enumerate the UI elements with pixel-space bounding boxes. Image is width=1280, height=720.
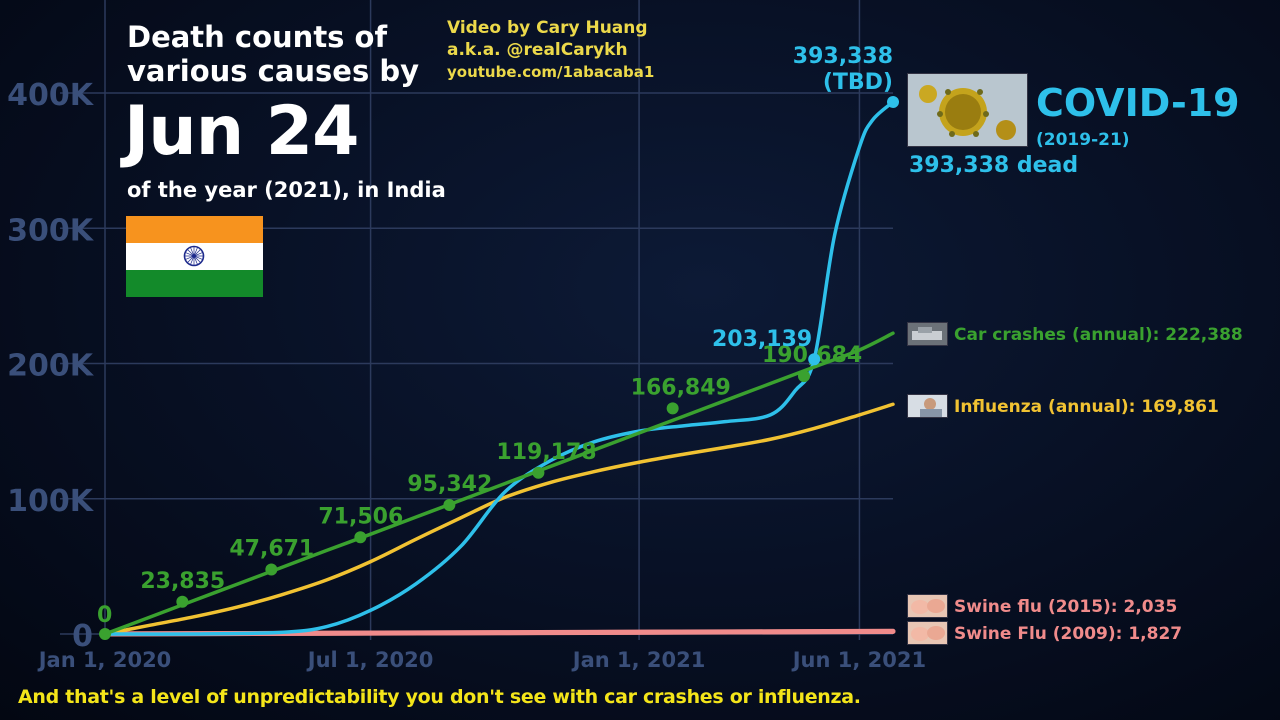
title-line-1: Death counts of: [127, 20, 388, 54]
india-flag: [126, 216, 263, 297]
x-tick-label: Jun 1, 2021: [791, 648, 926, 672]
car-crash-marker: [443, 499, 456, 512]
legend-label-swine-flu-2015-: Swine flu (2015): 2,035: [954, 597, 1177, 617]
car-crash-value-label: 0: [97, 603, 112, 628]
car-crash-image: [907, 322, 948, 346]
covid-end-note: (TBD): [823, 70, 893, 95]
x-tick-label: Jan 1, 2020: [37, 648, 172, 672]
video-credit: Video by Cary Huang a.k.a. @realCarykh y…: [447, 17, 654, 83]
car-crash-marker: [797, 370, 810, 383]
pigs-image: [907, 594, 948, 618]
credit-line-2: a.k.a. @realCarykh: [447, 40, 628, 60]
y-tick-label: 200K: [7, 349, 95, 384]
y-tick-label: 0: [72, 619, 93, 654]
influenza-patient-image: [907, 394, 948, 418]
legend-label-influenza-annual-: Influenza (annual): 169,861: [954, 397, 1219, 417]
flag-green-band: [126, 270, 263, 297]
series-line-influenza-annual-: [103, 402, 895, 636]
car-crash-marker: [532, 466, 545, 479]
y-tick-label: 100K: [7, 484, 95, 519]
covid-value-label: 203,139: [712, 327, 812, 352]
y-tick-label: 400K: [7, 78, 95, 113]
coronavirus-image: [907, 73, 1028, 147]
car-crash-value-label: 166,849: [631, 375, 731, 400]
x-tick-label: Jul 1, 2020: [306, 648, 434, 672]
chart-title: Death counts of various causes by: [127, 20, 419, 88]
car-crash-value-label: 95,342: [407, 472, 492, 497]
credit-line-1: Video by Cary Huang: [447, 18, 648, 38]
covid-end-value-label: 393,338: [793, 44, 893, 69]
video-caption: And that's a level of unpredictability y…: [18, 686, 861, 708]
car-crash-marker: [265, 563, 278, 576]
covid-end-marker: [887, 96, 899, 109]
car-crash-value-label: 47,671: [229, 537, 314, 562]
covid-marker: [808, 353, 821, 366]
pigs-image-2: [907, 621, 948, 645]
legend-covid-dead: 393,338 dead: [909, 153, 1078, 178]
car-crash-value-label: 71,506: [318, 504, 403, 529]
y-tick-label: 300K: [7, 213, 95, 248]
flag-white-band: [126, 243, 263, 270]
credit-url: youtube.com/1abacaba1: [447, 63, 655, 81]
series-line-covid-19: [103, 100, 895, 636]
car-crash-marker: [666, 402, 679, 415]
legend-covid-years: (2019-21): [1036, 130, 1130, 150]
ashoka-chakra-icon: [183, 245, 205, 267]
car-crash-value-label: 23,835: [140, 569, 225, 594]
car-crash-marker: [99, 628, 111, 640]
current-date: Jun 24: [124, 92, 359, 171]
chart-subtitle: of the year (2021), in India: [127, 178, 446, 202]
car-crash-value-label: 119,178: [496, 440, 596, 465]
x-tick-label: Jan 1, 2021: [571, 648, 706, 672]
car-crash-marker: [354, 531, 367, 544]
legend-covid-name: COVID-19: [1036, 81, 1240, 125]
series-line-car-crashes-annual-: [103, 331, 895, 636]
flag-saffron-band: [126, 216, 263, 243]
car-crash-marker: [176, 595, 189, 608]
title-line-2: various causes by: [127, 54, 419, 88]
legend-label-swine-flu-2009-: Swine Flu (2009): 1,827: [954, 624, 1182, 644]
legend-label-car-crashes-annual-: Car crashes (annual): 222,388: [954, 325, 1243, 345]
